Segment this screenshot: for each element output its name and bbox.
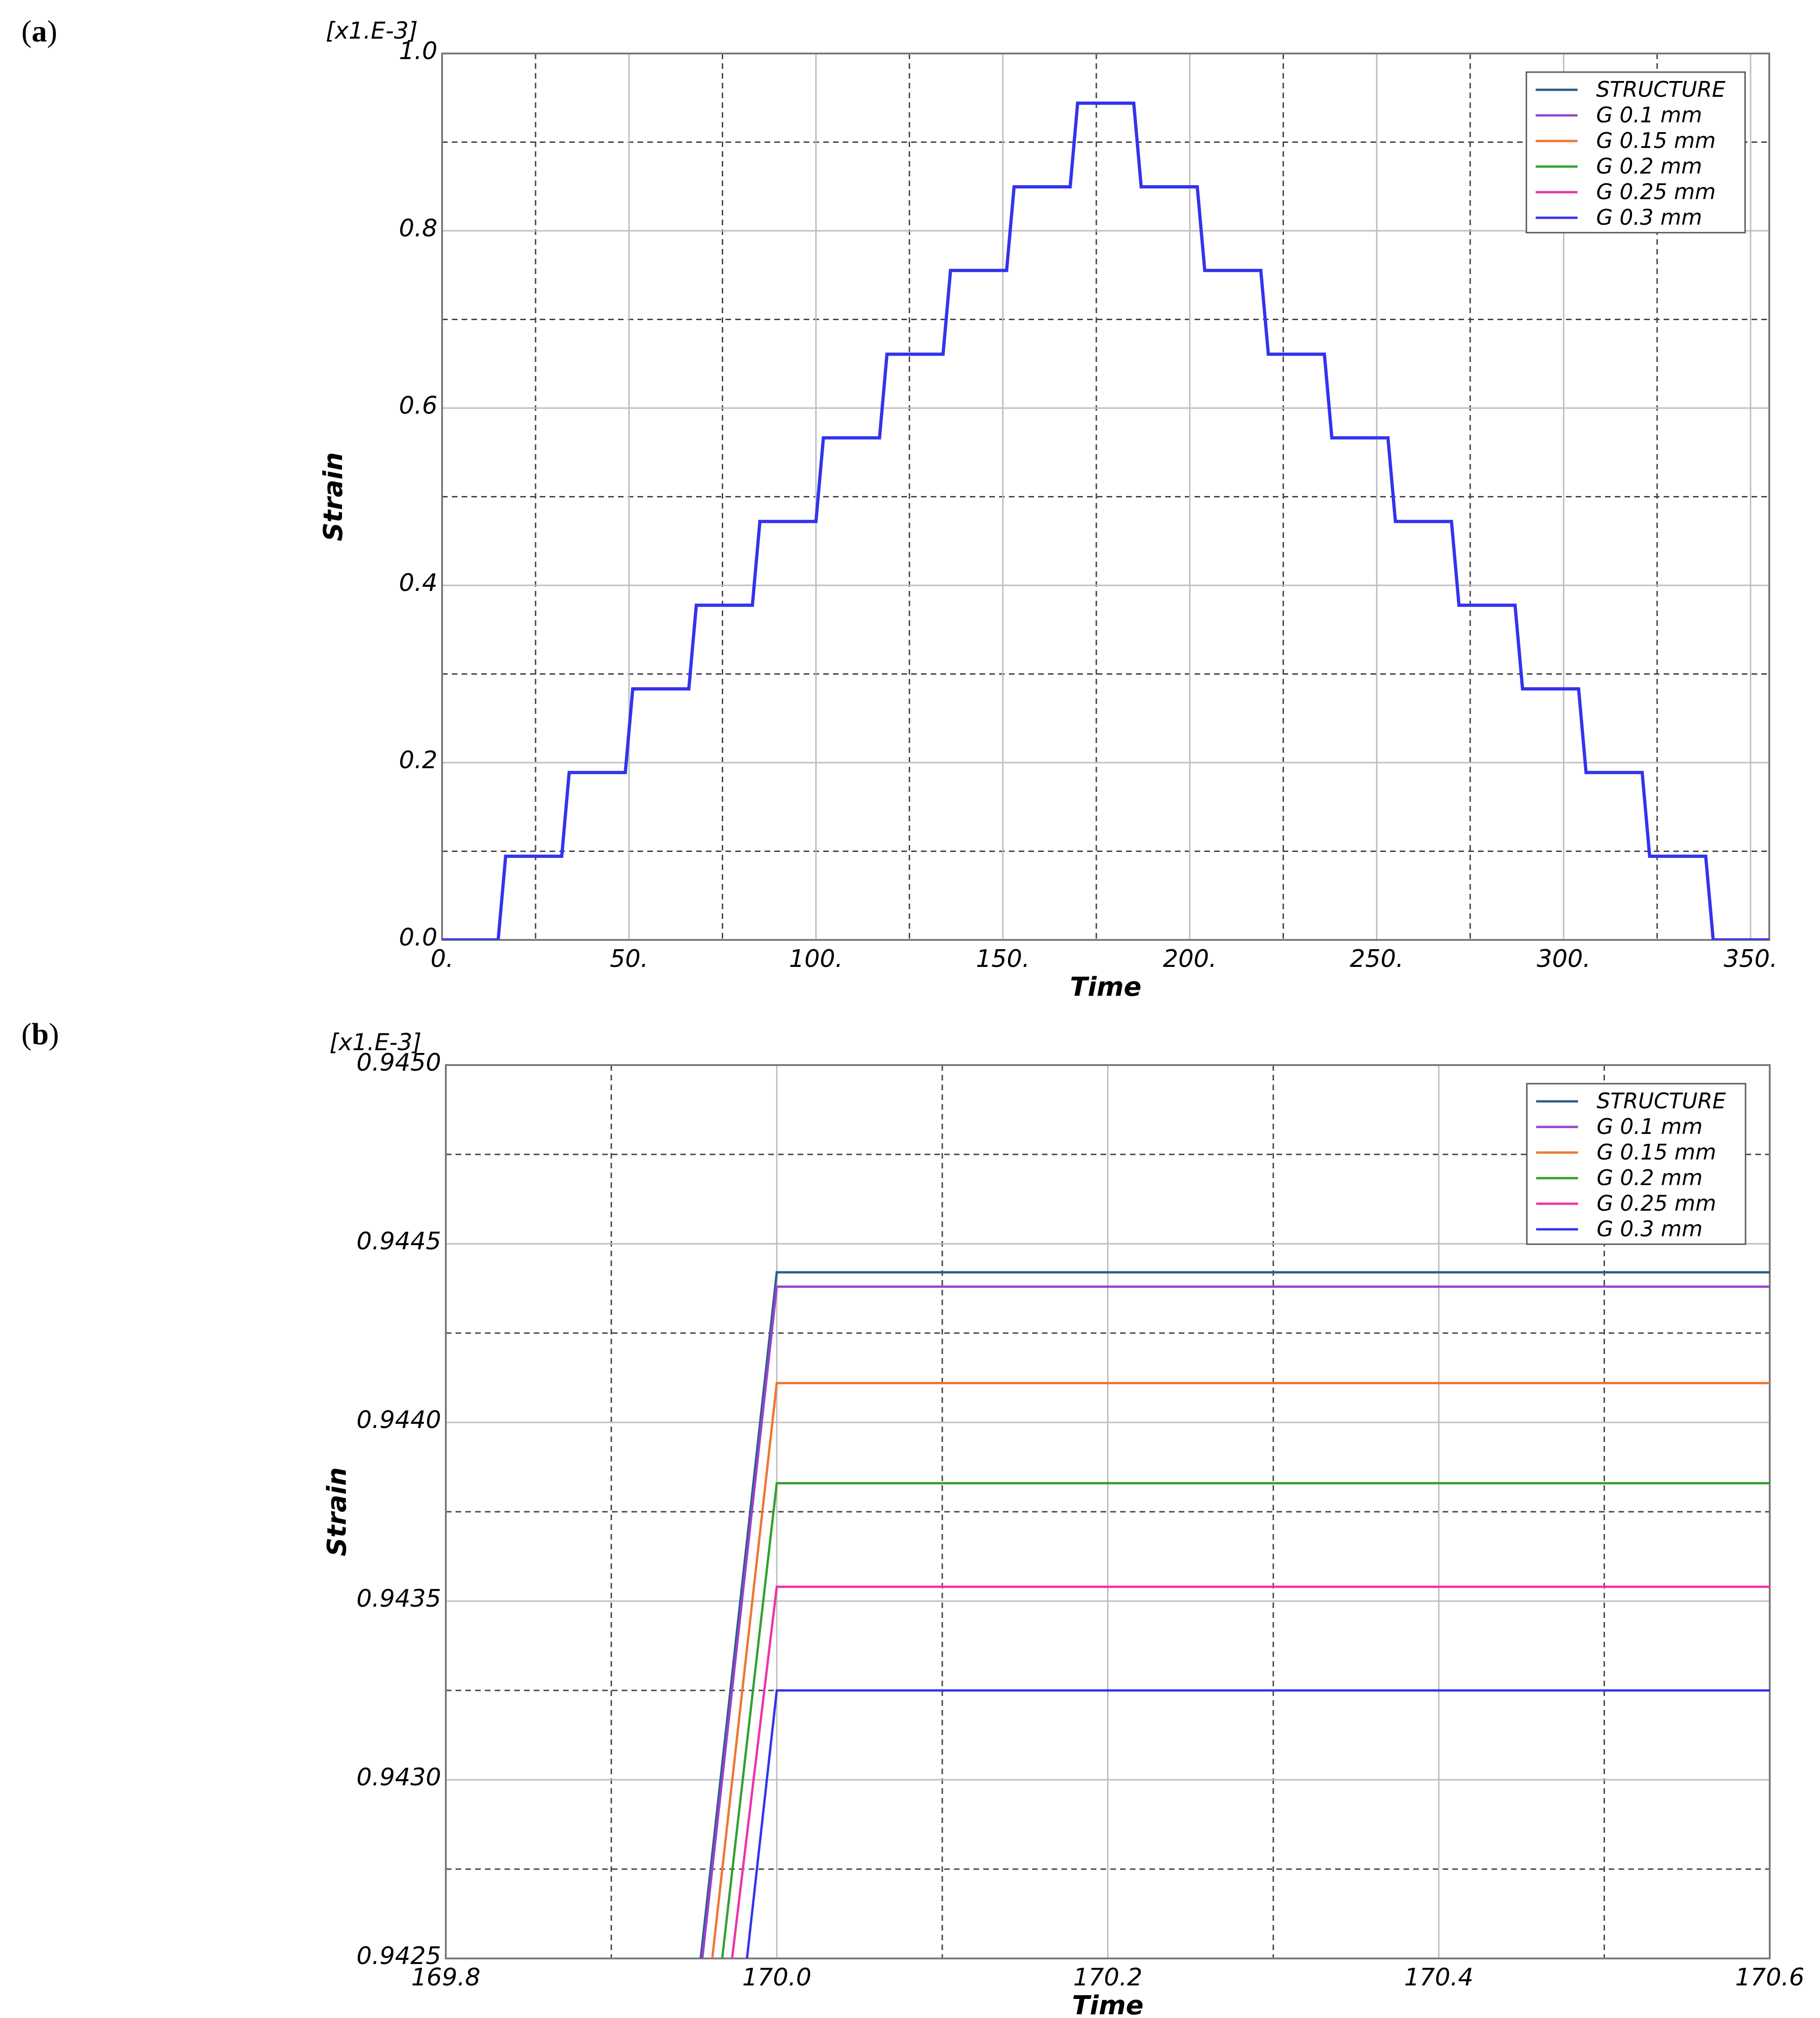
y-tick-label: 0.9445 (356, 1227, 441, 1255)
y-multiplier-label: [x1.E-3] (329, 1029, 422, 1056)
x-axis-title: Time (1072, 1991, 1144, 2018)
panel-a-open-paren: ( (21, 14, 32, 48)
y-tick-label: 0.8 (399, 215, 437, 242)
y-tick-label: 1.0 (399, 37, 437, 65)
x-tick-label: 170.2 (1073, 1964, 1142, 1991)
panel-b-open-paren: ( (21, 1017, 32, 1051)
y-tick-label: 0.6 (399, 392, 437, 420)
panel-b-label: (b) (21, 1017, 59, 1052)
legend-box (1526, 1083, 1746, 1245)
x-tick-label: 0. (430, 945, 454, 973)
legend-label-g-0-3-mm: G 0.3 mm (1596, 205, 1702, 230)
x-tick-label: 170.4 (1404, 1964, 1473, 1991)
y-axis-title: Strain (318, 452, 349, 542)
legend-box (1525, 71, 1746, 234)
legend-label-structure: STRUCTURE (1597, 1088, 1726, 1113)
series-line-structure (699, 1271, 1770, 1958)
series-line-g-0-2-mm (721, 1482, 1770, 1958)
legend-label-g-0-15-mm: G 0.15 mm (1596, 128, 1716, 153)
chart-b: 169.8 170.0 170.2 170.4 170.6 0.9425 0.9430 0.9… (322, 1029, 1805, 2018)
x-tick-label: 350. (1724, 945, 1778, 973)
series-line-g-0-3-mm (442, 101, 1769, 940)
panel-a-label: (a) (21, 14, 57, 49)
y-axis-title: Strain (322, 1467, 352, 1556)
panel-b-letter: b (31, 1017, 49, 1051)
series-line-g-0-25-mm (731, 1585, 1770, 1958)
chart-a: 0. 50. 100. 150. 200. 250. 300. 350. 0.0 0.2 0.4 0.… (318, 17, 1778, 1002)
plot-frame (445, 1064, 1771, 1959)
panel-a-letter: a (31, 14, 47, 48)
x-axis-title: Time (1070, 972, 1142, 1002)
y-tick-label: 0.9425 (356, 1942, 441, 1970)
legend-label-g-0-1-mm: G 0.1 mm (1596, 102, 1702, 127)
series-line-g-0-3-mm (745, 1689, 1770, 1958)
legend-label-g-0-25-mm: G 0.25 mm (1597, 1191, 1716, 1216)
y-tick-label: 0.9435 (356, 1585, 441, 1613)
plot-frame (441, 53, 1770, 941)
y-tick-label: 0.9440 (356, 1406, 441, 1434)
legend-label-g-0-3-mm: G 0.3 mm (1597, 1216, 1703, 1241)
y-tick-label: 0.9430 (356, 1763, 441, 1791)
x-tick-label: 200. (1163, 945, 1217, 973)
x-tick-label: 100. (789, 945, 843, 973)
x-tick-label: 170.6 (1735, 1964, 1805, 1991)
x-tick-label: 50. (610, 945, 648, 973)
panel-a-close-paren: ) (47, 14, 57, 48)
legend-label-g-0-2-mm: G 0.2 mm (1597, 1165, 1703, 1190)
y-tick-label: 0.2 (399, 746, 437, 774)
y-tick-label: 0.4 (399, 569, 437, 597)
panel-b-close-paren: ) (48, 1017, 59, 1051)
legend-label-g-0-1-mm: G 0.1 mm (1597, 1114, 1703, 1139)
legend-label-structure: STRUCTURE (1596, 77, 1726, 102)
x-tick-label: 170.0 (742, 1964, 812, 1991)
x-tick-label: 250. (1350, 945, 1404, 973)
x-tick-label: 150. (976, 945, 1030, 973)
legend-label-g-0-25-mm: G 0.25 mm (1596, 179, 1716, 204)
series-line-g-0-15-mm (711, 1382, 1770, 1958)
series-line-g-0-1-mm (701, 1285, 1770, 1958)
y-multiplier-label: [x1.E-3] (326, 17, 418, 44)
y-tick-label: 0.0 (399, 924, 437, 952)
x-tick-label: 300. (1537, 945, 1591, 973)
legend-label-g-0-15-mm: G 0.15 mm (1597, 1140, 1716, 1165)
legend-label-g-0-2-mm: G 0.2 mm (1596, 154, 1702, 179)
y-tick-label: 0.9450 (356, 1049, 441, 1077)
x-tick-label: 169.8 (411, 1964, 481, 1991)
